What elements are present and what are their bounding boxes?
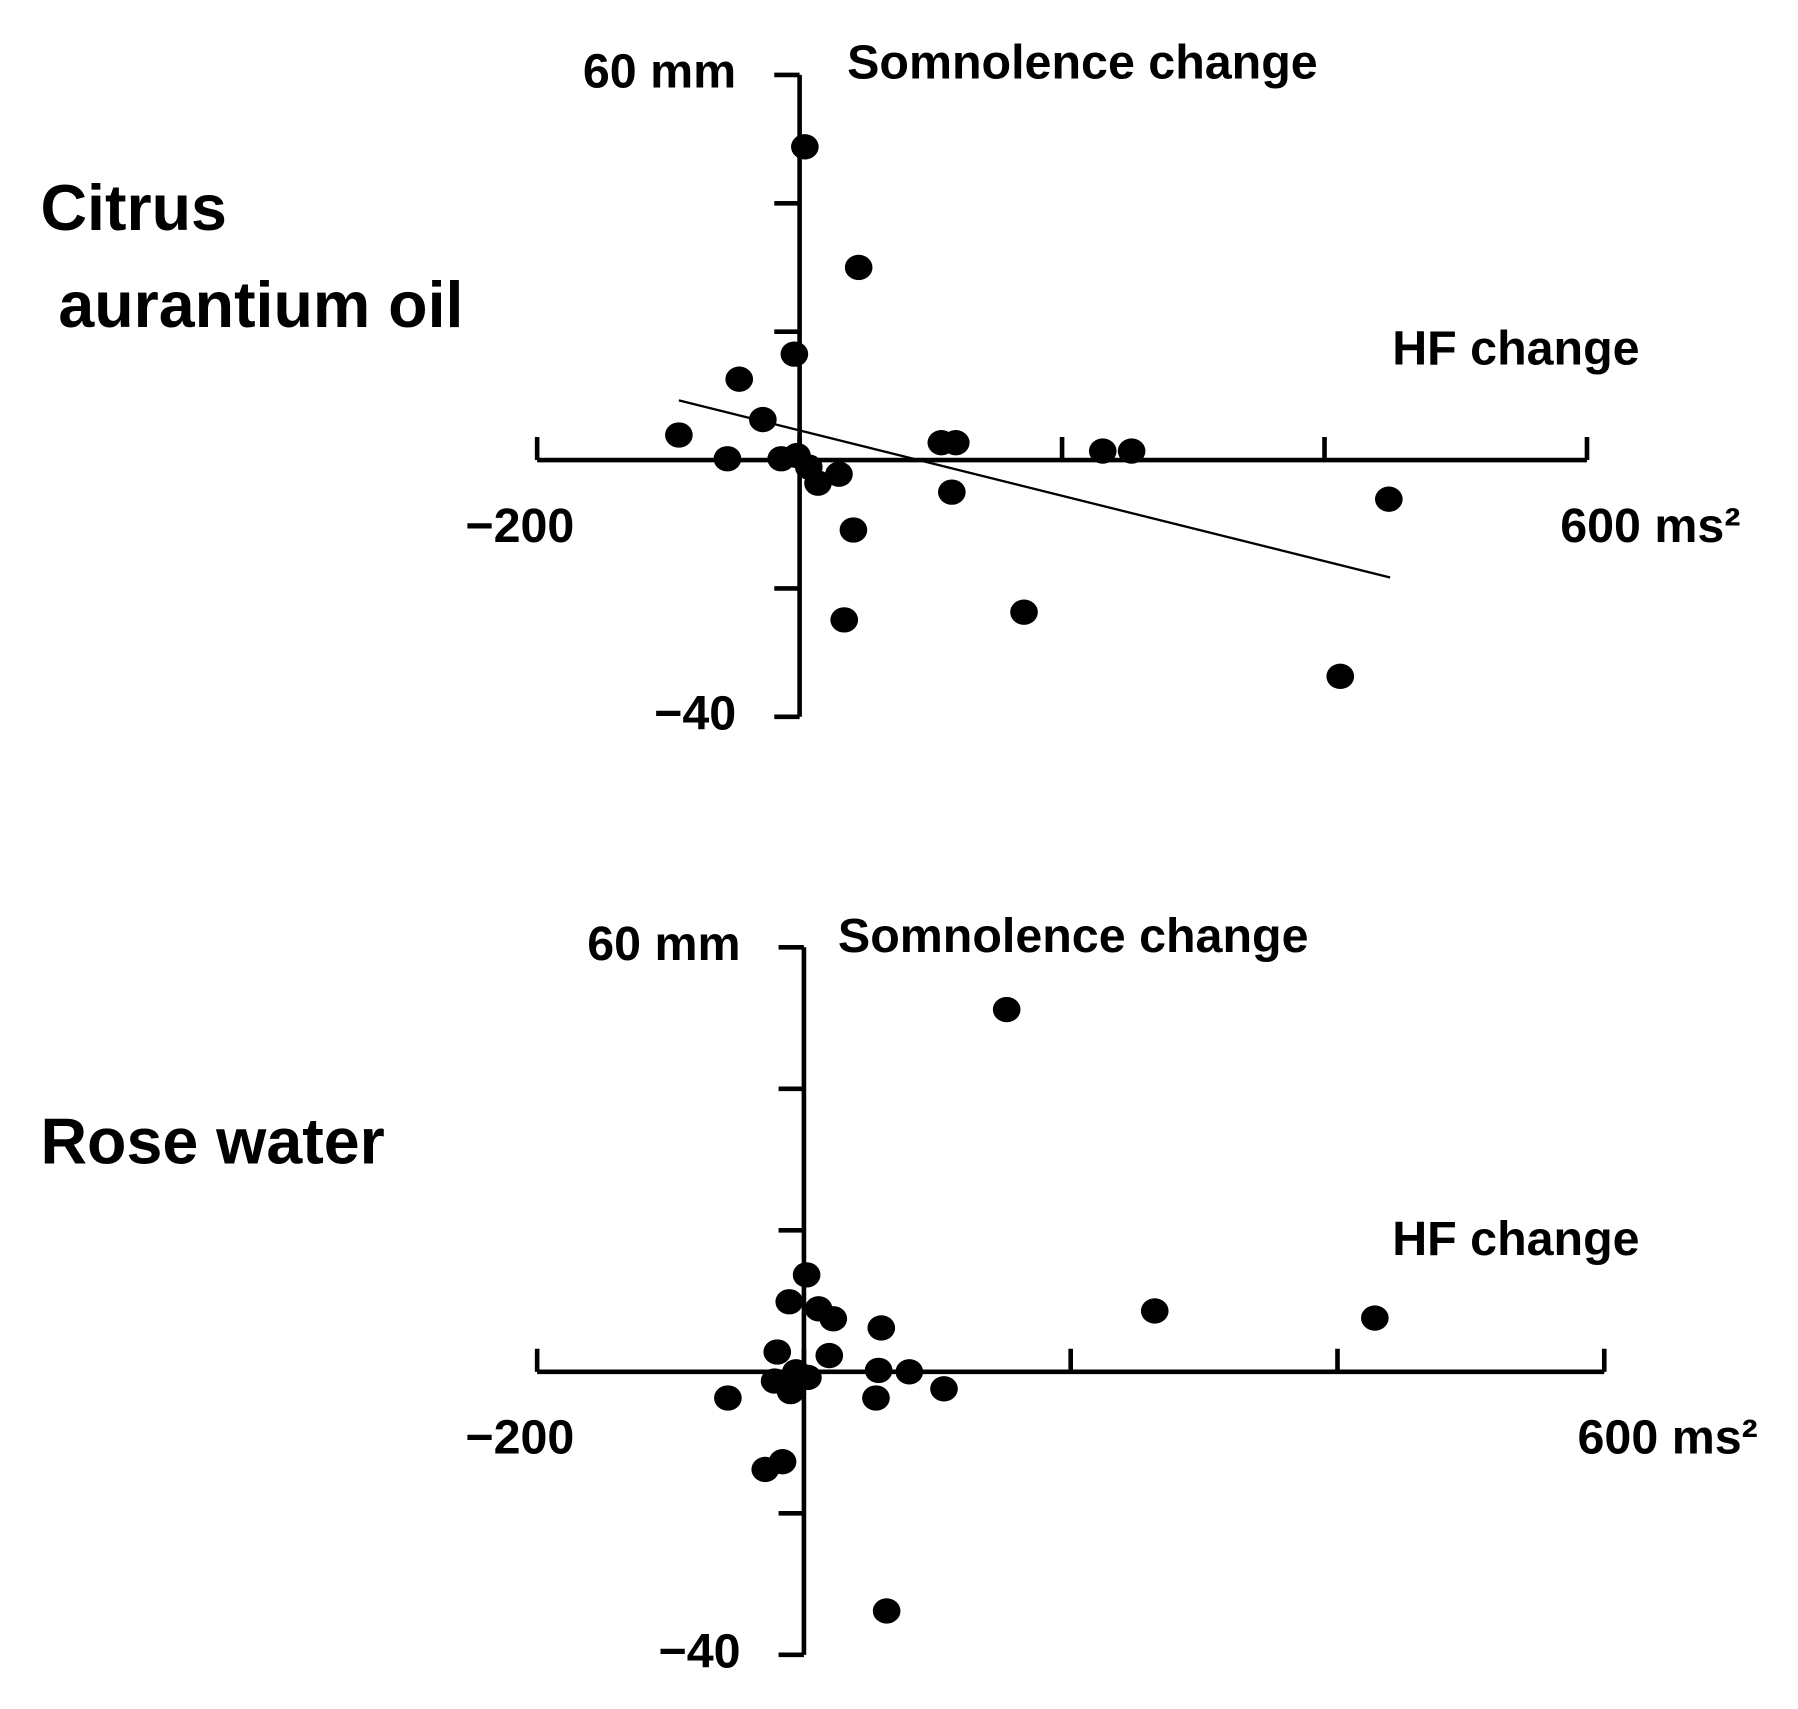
x-axis-label: HF change — [1392, 321, 1639, 375]
scatter-point — [775, 1289, 804, 1315]
x-tick-label: −200 — [465, 1411, 574, 1465]
scatter-point — [830, 607, 859, 633]
scatter-point — [665, 422, 693, 448]
scatter-point — [825, 461, 853, 487]
y-tick-label: 60 mm — [583, 45, 736, 99]
scatter-point — [864, 1357, 893, 1384]
scatter-point — [749, 406, 777, 433]
scatter-point — [791, 134, 819, 160]
title-line: Citrus — [40, 172, 226, 244]
scatter-point — [930, 1376, 958, 1402]
trend-line — [678, 399, 1391, 579]
x-tick-label: 600 ms² — [1578, 1411, 1758, 1465]
y-axis-label: Somnolence change — [838, 909, 1309, 963]
scatter-point — [1374, 486, 1403, 512]
x-tick-label: −200 — [465, 499, 574, 553]
scatter-point — [804, 470, 832, 496]
title-line: aurantium oil — [40, 269, 463, 341]
scatter-point — [725, 366, 754, 392]
scatter-point — [792, 1262, 821, 1288]
y-tick-label: −40 — [658, 1625, 740, 1679]
scatter-point — [872, 1598, 901, 1624]
panel-title: Citrus aurantium oil — [40, 172, 463, 341]
scatter-point — [1140, 1298, 1169, 1324]
scatter-point — [1088, 438, 1117, 464]
scatter-point — [839, 517, 868, 543]
scatter-point — [714, 1385, 742, 1411]
scatter-point — [862, 1385, 890, 1411]
scatter-point — [895, 1359, 924, 1385]
scatter-point — [941, 430, 970, 456]
y-tick-label: −40 — [654, 687, 736, 741]
x-axis-label: HF change — [1392, 1212, 1639, 1266]
scatter-point — [1010, 599, 1038, 625]
scatter-point — [763, 1339, 792, 1365]
scatter-point — [867, 1315, 896, 1341]
scatter-point — [815, 1342, 844, 1369]
panel-title: Rose water — [40, 1106, 384, 1178]
scatter-point — [776, 1378, 805, 1405]
scatter-point — [844, 254, 873, 281]
y-axis-label: Somnolence change — [847, 35, 1318, 89]
scatter-point — [1361, 1305, 1389, 1331]
x-tick-label: 600 ms² — [1560, 499, 1740, 553]
scatter-point — [780, 341, 809, 367]
scatter-point — [819, 1306, 848, 1332]
scatter-point — [992, 996, 1021, 1023]
scatter-point — [938, 479, 966, 505]
scatter-point — [1326, 663, 1355, 690]
y-tick-label: 60 mm — [587, 917, 740, 971]
scatter-point — [713, 446, 742, 472]
scatter-point — [768, 1448, 797, 1475]
scatter-point — [1117, 438, 1146, 464]
